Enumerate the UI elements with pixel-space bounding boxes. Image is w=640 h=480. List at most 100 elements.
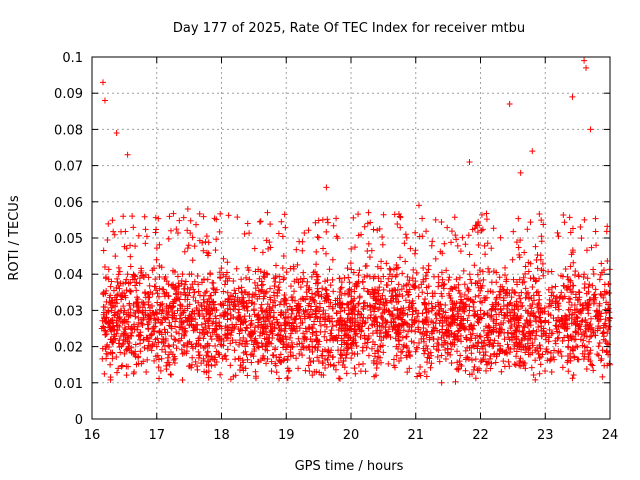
data-point bbox=[163, 362, 170, 369]
data-point bbox=[484, 240, 491, 247]
data-point bbox=[133, 287, 140, 294]
data-point bbox=[391, 304, 398, 311]
y-tick-label: 0.01 bbox=[54, 377, 83, 392]
data-point bbox=[553, 317, 560, 324]
data-point bbox=[366, 254, 373, 261]
data-point bbox=[605, 317, 612, 324]
data-point bbox=[321, 333, 328, 340]
data-point bbox=[504, 309, 511, 316]
data-point bbox=[564, 332, 571, 339]
data-point bbox=[472, 310, 479, 317]
data-point bbox=[475, 284, 482, 291]
data-point bbox=[167, 227, 174, 234]
data-point bbox=[131, 272, 138, 279]
data-point bbox=[227, 332, 234, 339]
data-point bbox=[280, 253, 287, 260]
data-point bbox=[527, 310, 534, 317]
data-point bbox=[259, 308, 266, 315]
data-point bbox=[527, 275, 534, 282]
data-point bbox=[537, 314, 544, 321]
data-point bbox=[150, 327, 157, 334]
data-point bbox=[238, 276, 245, 283]
data-point bbox=[136, 280, 143, 287]
data-point bbox=[486, 269, 493, 276]
data-point bbox=[317, 322, 324, 329]
data-point bbox=[106, 294, 113, 301]
data-point bbox=[330, 353, 337, 360]
data-point bbox=[104, 351, 111, 358]
data-point bbox=[422, 318, 429, 325]
x-tick-labels: 16 17 18 19 20 21 22 23 24 bbox=[84, 428, 619, 443]
data-point bbox=[324, 356, 331, 363]
data-point bbox=[466, 158, 473, 165]
data-point bbox=[414, 313, 421, 320]
data-point bbox=[156, 273, 163, 280]
data-point bbox=[571, 301, 578, 308]
data-point bbox=[200, 355, 207, 362]
data-point bbox=[184, 292, 191, 299]
data-point bbox=[139, 322, 146, 329]
data-point bbox=[576, 309, 583, 316]
data-point bbox=[347, 334, 354, 341]
y-axis-label: ROTI / TECUs bbox=[7, 195, 22, 280]
data-point bbox=[281, 274, 288, 281]
data-point bbox=[134, 299, 141, 306]
data-point bbox=[570, 371, 577, 378]
data-point bbox=[256, 218, 263, 225]
data-point bbox=[249, 294, 256, 301]
data-point bbox=[400, 282, 407, 289]
data-point bbox=[467, 331, 474, 338]
data-point bbox=[591, 291, 598, 298]
data-point bbox=[244, 325, 251, 332]
data-point bbox=[192, 297, 199, 304]
data-point bbox=[254, 312, 261, 319]
data-point bbox=[415, 324, 422, 331]
data-point bbox=[532, 357, 539, 364]
data-point bbox=[323, 323, 330, 330]
data-point bbox=[375, 306, 382, 313]
data-point bbox=[477, 333, 484, 340]
data-point bbox=[345, 291, 352, 298]
data-point bbox=[231, 298, 238, 305]
data-point bbox=[221, 281, 228, 288]
data-point bbox=[364, 339, 371, 346]
data-point bbox=[288, 306, 295, 313]
data-point bbox=[238, 284, 245, 291]
data-point bbox=[147, 332, 154, 339]
data-point bbox=[121, 318, 128, 325]
data-point bbox=[578, 235, 585, 242]
data-point bbox=[356, 294, 363, 301]
data-point bbox=[537, 361, 544, 368]
data-point bbox=[115, 282, 122, 289]
data-point bbox=[315, 279, 322, 286]
data-point bbox=[520, 274, 527, 281]
data-point bbox=[545, 268, 552, 275]
data-point bbox=[104, 237, 111, 244]
data-point bbox=[305, 343, 312, 350]
data-point bbox=[362, 368, 369, 375]
data-point bbox=[257, 268, 264, 275]
data-point bbox=[200, 335, 207, 342]
y-tick-label: 0 bbox=[75, 413, 83, 428]
data-point bbox=[418, 336, 425, 343]
data-point bbox=[156, 262, 163, 269]
data-point bbox=[441, 330, 448, 337]
data-point bbox=[527, 219, 534, 226]
data-point bbox=[259, 330, 266, 337]
data-point bbox=[99, 345, 106, 352]
data-point bbox=[391, 324, 398, 331]
data-point bbox=[583, 247, 590, 254]
data-point bbox=[323, 184, 330, 191]
data-point bbox=[437, 248, 444, 255]
data-point bbox=[217, 210, 224, 217]
data-point bbox=[235, 315, 242, 322]
data-point bbox=[579, 302, 586, 309]
data-point bbox=[324, 219, 331, 226]
data-point bbox=[403, 234, 410, 241]
data-point bbox=[502, 264, 509, 271]
data-point bbox=[300, 295, 307, 302]
data-point bbox=[224, 335, 231, 342]
data-point bbox=[309, 330, 316, 337]
data-point bbox=[380, 273, 387, 280]
data-point bbox=[179, 377, 186, 384]
